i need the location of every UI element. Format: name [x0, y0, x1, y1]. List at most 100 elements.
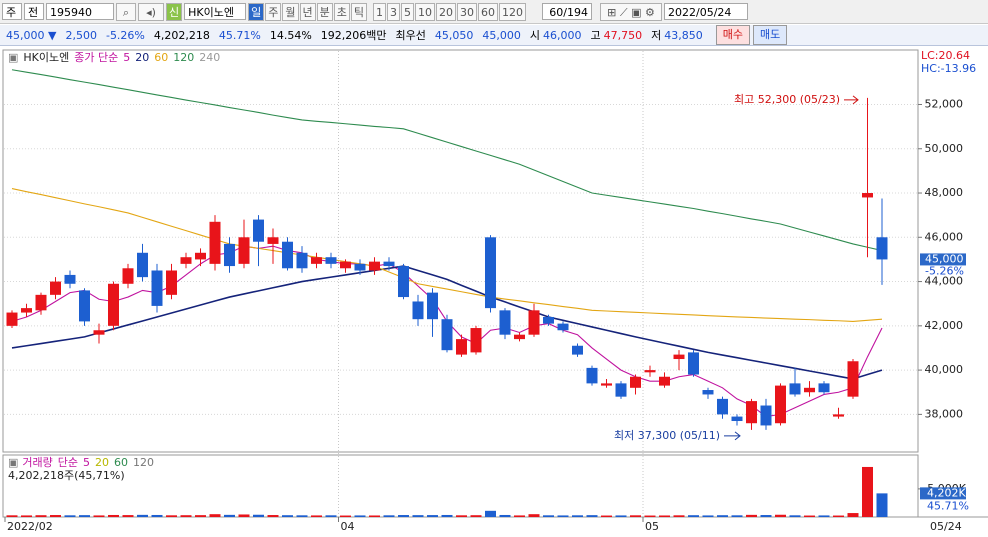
volume-bar	[108, 514, 119, 517]
period-button[interactable]: 틱	[350, 2, 367, 21]
volume-bar	[325, 515, 337, 517]
candle-body	[688, 352, 699, 375]
prev[interactable]: 전	[24, 3, 44, 20]
volume-bar	[615, 515, 627, 517]
price: 45,000 ▼	[6, 29, 56, 42]
candle-body	[644, 370, 656, 373]
volume-ma-label: 단순	[58, 456, 78, 469]
ask: 45,050	[434, 28, 474, 42]
y-tick-label: 42,000	[925, 319, 964, 332]
interval-button[interactable]: 1	[373, 2, 386, 21]
candle-body	[195, 252, 206, 260]
candle-body	[238, 237, 250, 264]
period-button[interactable]: 분	[316, 2, 333, 21]
candle-body	[340, 261, 351, 269]
y-tick-label: 50,000	[925, 142, 964, 155]
last-date: 05/24	[930, 520, 962, 533]
legend-name: HK이노엔	[23, 51, 69, 64]
candle-body	[673, 354, 685, 360]
volume-bar	[195, 515, 206, 517]
legend-box: ▣	[8, 51, 18, 64]
volume-summary: 4,202,218주(45,71%)	[8, 469, 125, 482]
price-value: 45,000	[6, 28, 45, 42]
interval-button[interactable]: 20	[436, 2, 456, 21]
candle-body	[21, 308, 32, 313]
volume-bar	[6, 515, 18, 517]
candle-body	[731, 416, 743, 422]
date[interactable]: 2022/05/24	[664, 3, 748, 20]
period-button[interactable]: 년	[299, 2, 316, 21]
candle-body	[528, 310, 540, 335]
ma-line	[11, 265, 883, 380]
legend: ▣ HK이노엔 종가 단순 5 20 60 120 240	[8, 51, 220, 64]
interval-button[interactable]: 5	[401, 2, 414, 21]
sell-button[interactable]: 매도	[753, 25, 788, 45]
candle-body	[296, 252, 308, 269]
candle-body	[325, 257, 337, 264]
stock-name: HK이노엔	[184, 3, 247, 20]
interval-button[interactable]: 10	[415, 2, 435, 21]
candle-body	[64, 274, 76, 284]
volume-bar	[340, 515, 351, 517]
period-button[interactable]: 월	[282, 2, 299, 21]
candle-body	[311, 257, 322, 264]
interval-button[interactable]: 120	[499, 2, 526, 21]
search[interactable]: ⌕	[116, 2, 136, 21]
volume-box	[920, 487, 966, 500]
candle-body	[354, 263, 366, 271]
legend-box: ▣	[8, 456, 18, 469]
volume-bar	[238, 514, 250, 517]
tools[interactable]: ⊞ ⟋ ▣ ⚙	[600, 2, 662, 21]
volume-bar	[79, 515, 90, 517]
direction: ▼	[48, 28, 57, 42]
annotation-arrow	[724, 431, 741, 441]
volume-bar	[412, 515, 424, 517]
candle-body	[137, 252, 148, 278]
low: 43,850	[664, 28, 703, 42]
price-label: 45,000	[925, 252, 964, 265]
interval-button[interactable]: 3	[387, 2, 400, 21]
candle-body	[833, 414, 844, 417]
interval-button[interactable]: 30	[457, 2, 477, 21]
buy-button[interactable]: 매수	[715, 25, 751, 45]
volume-bar	[282, 515, 293, 517]
candle-body	[50, 281, 61, 295]
candle-body	[499, 310, 511, 335]
volume-bar	[296, 515, 308, 517]
sound[interactable]: ◂)	[138, 2, 164, 21]
candle-body	[122, 268, 134, 284]
period-button[interactable]: 초	[333, 2, 350, 21]
volume-bar	[818, 515, 830, 517]
volume-bar	[717, 515, 728, 517]
low-label: 저	[651, 29, 662, 42]
volume-bar	[847, 513, 859, 517]
volume-bar	[151, 514, 163, 517]
period-button[interactable]: 일	[248, 2, 265, 21]
price-box	[920, 253, 966, 266]
candle-body	[108, 283, 119, 326]
candle-body	[166, 270, 177, 295]
volume-bar	[369, 515, 380, 517]
price-frame	[2, 49, 919, 453]
x-tick-label: 05	[645, 520, 659, 533]
ma-line	[11, 188, 883, 322]
volume-bar	[50, 515, 61, 517]
candle-body	[6, 312, 18, 326]
code[interactable]: 195940	[46, 3, 114, 20]
candle-body	[630, 376, 641, 388]
change: 2,500	[65, 28, 97, 42]
vol-ratio: 45.71%	[218, 28, 261, 42]
market[interactable]: 주	[2, 3, 22, 20]
candle-body	[398, 266, 409, 298]
interval-button[interactable]: 60	[478, 2, 498, 21]
y-tick-label: 44,000	[925, 275, 964, 288]
period-button[interactable]: 주	[265, 2, 282, 21]
volume-bar	[470, 515, 482, 517]
legend-ma: 20	[135, 51, 149, 64]
candle-body	[253, 219, 264, 242]
volume-bar	[499, 514, 511, 517]
volume-bar	[557, 515, 569, 517]
volume-bar	[209, 514, 221, 517]
change-label: -5.26%	[925, 264, 964, 277]
